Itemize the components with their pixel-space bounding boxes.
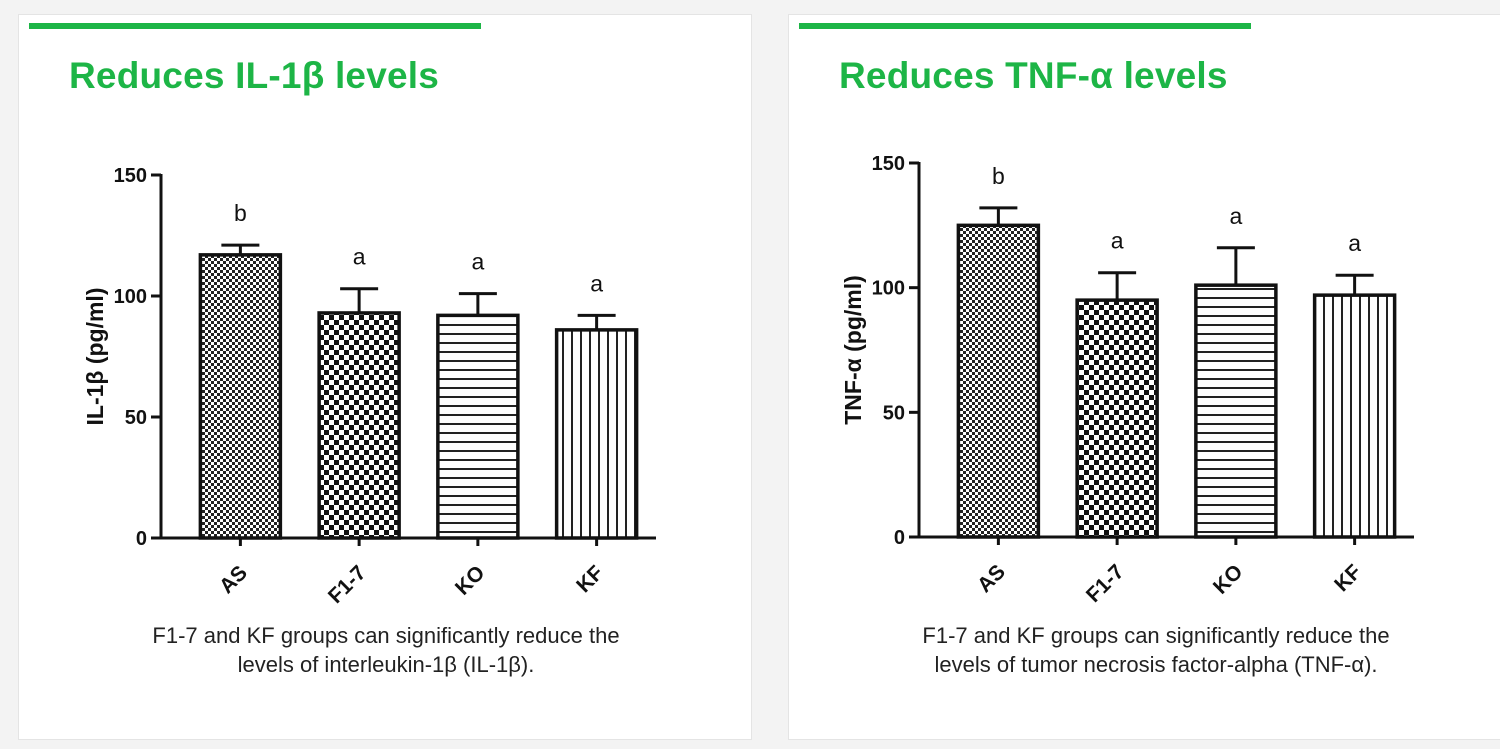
bar xyxy=(1312,293,1397,539)
significance-label: b xyxy=(992,163,1005,189)
significance-label: a xyxy=(1348,230,1361,256)
bar xyxy=(554,328,639,540)
significance-label: a xyxy=(590,270,603,296)
y-tick-label: 50 xyxy=(125,407,147,429)
y-tick-label: 50 xyxy=(883,402,905,424)
y-tick-label: 100 xyxy=(114,286,147,308)
bar-group: a F1-7 xyxy=(317,244,401,608)
bar xyxy=(1075,298,1159,539)
bar xyxy=(436,313,520,540)
x-tick-label: AS xyxy=(973,560,1010,597)
x-tick-label: KO xyxy=(1209,560,1248,599)
y-axis: 0 50 100 150 xyxy=(872,153,921,549)
bar xyxy=(1194,283,1278,539)
significance-label: a xyxy=(1229,203,1242,229)
y-tick-label: 150 xyxy=(114,165,147,187)
significance-label: b xyxy=(234,200,247,226)
significance-label: a xyxy=(353,244,366,270)
panel-caption: F1-7 and KF groups can significantly red… xyxy=(29,621,743,679)
caption-line-1: F1-7 and KF groups can significantly red… xyxy=(152,623,620,648)
x-tick-label: KO xyxy=(451,561,490,600)
y-tick-label: 100 xyxy=(872,278,905,300)
x-tick-label: AS xyxy=(215,561,252,598)
panel-title: Reduces TNF-α levels xyxy=(839,55,1228,96)
bar-group: a KO xyxy=(436,249,520,600)
y-axis: 0 50 100 150 xyxy=(114,165,163,550)
bar-group: a KF xyxy=(1312,230,1397,596)
panel-caption: F1-7 and KF groups can significantly red… xyxy=(799,621,1500,679)
caption-line-2: levels of interleukin-1β (IL-1β). xyxy=(237,652,535,677)
panel-title: Reduces IL-1β levels xyxy=(69,55,440,96)
il1b-panel: Reduces IL-1β levels 0 50 100 150 IL-1β (pg/… xyxy=(18,14,752,740)
significance-label: a xyxy=(1111,228,1124,254)
caption-line-2: levels of tumor necrosis factor-alpha (T… xyxy=(934,652,1378,677)
bar xyxy=(317,311,401,540)
il1b-bar-chart: 0 50 100 150 IL-1β (pg/ml) b AS a F1-7 a KO a KF xyxy=(82,165,656,608)
significance-label: a xyxy=(471,249,484,275)
bar xyxy=(198,253,283,540)
caption-line-1: F1-7 and KF groups can significantly red… xyxy=(922,623,1390,648)
bar-group: b AS xyxy=(956,163,1041,597)
x-tick-label: F1-7 xyxy=(1082,560,1129,607)
bar-group: b AS xyxy=(198,200,283,598)
tnf-alpha-panel: Reduces TNF-α levels 0 50 100 150 TNF-α (pg/… xyxy=(788,14,1500,740)
x-tick-label: F1-7 xyxy=(324,561,371,608)
x-tick-label: KF xyxy=(572,561,608,597)
x-tick-label: KF xyxy=(1330,560,1366,596)
tnf-alpha-bar-chart: 0 50 100 150 TNF-α (pg/ml) b AS a F1-7 a KO a KF xyxy=(840,153,1414,607)
y-tick-label: 0 xyxy=(894,527,905,549)
panel-accent-bar xyxy=(29,23,481,29)
panel-accent-bar xyxy=(799,23,1251,29)
bar-group: a KF xyxy=(554,270,639,597)
y-axis-label: IL-1β (pg/ml) xyxy=(82,288,108,426)
bar-group: a KO xyxy=(1194,203,1278,599)
bar xyxy=(956,223,1041,539)
y-tick-label: 0 xyxy=(136,528,147,550)
y-tick-label: 150 xyxy=(872,153,905,175)
bar-group: a F1-7 xyxy=(1075,228,1159,607)
y-axis-label: TNF-α (pg/ml) xyxy=(840,275,866,425)
